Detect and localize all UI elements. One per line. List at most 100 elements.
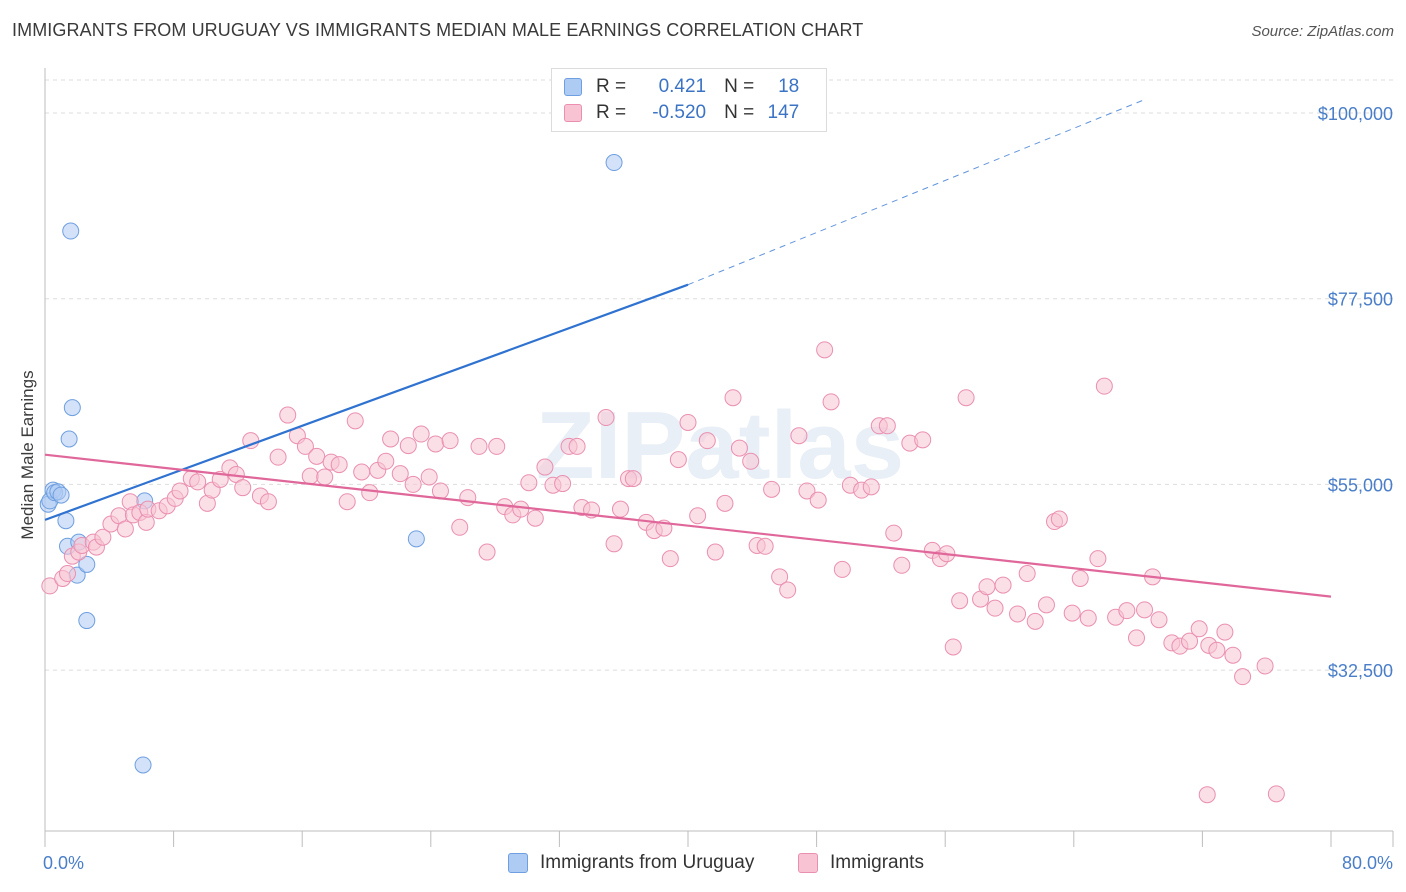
immigrants-point bbox=[1018, 565, 1036, 583]
immigrants-point bbox=[520, 474, 538, 492]
immigrants-point bbox=[1050, 510, 1068, 528]
legend-row-immigrants: R = -0.520 N = 147 bbox=[564, 100, 799, 126]
legend-label-immigrants: Immigrants bbox=[830, 852, 924, 873]
immigrants-point bbox=[301, 467, 319, 485]
immigrants-point bbox=[1118, 602, 1136, 620]
immigrants-point bbox=[763, 480, 781, 498]
immigrants-point bbox=[488, 437, 506, 455]
immigrants-point bbox=[716, 494, 734, 512]
correlation-legend: R = 0.421 N = 18 R = -0.520 N = 147 bbox=[551, 68, 827, 132]
immigrants-point bbox=[1190, 620, 1208, 638]
immigrants-point bbox=[59, 565, 77, 583]
immigrants-point bbox=[399, 437, 417, 455]
immigrants-point bbox=[885, 524, 903, 542]
immigrants-point bbox=[1026, 612, 1044, 630]
legend-swatch-immigrants bbox=[564, 104, 582, 122]
uruguay-point bbox=[62, 222, 80, 240]
immigrants-point bbox=[382, 430, 400, 448]
immigrants-point bbox=[756, 537, 774, 555]
immigrants-point bbox=[798, 482, 816, 500]
uruguay-point bbox=[78, 555, 96, 573]
watermark: ZIPatlas bbox=[536, 392, 904, 499]
immigrants-point bbox=[779, 581, 797, 599]
n-label: N = bbox=[724, 76, 755, 97]
legend-item-immigrants: Immigrants bbox=[798, 852, 924, 874]
immigrants-point bbox=[978, 578, 996, 596]
immigrants-point bbox=[404, 475, 422, 493]
immigrants-point bbox=[878, 417, 896, 435]
immigrants-point bbox=[361, 484, 379, 502]
immigrants-point bbox=[338, 493, 356, 511]
immigrants-point bbox=[512, 500, 530, 518]
immigrants-point bbox=[679, 413, 697, 431]
n-value: 147 bbox=[767, 102, 800, 123]
immigrants-point bbox=[597, 409, 615, 427]
immigrants-point bbox=[234, 479, 252, 497]
immigrants-point bbox=[316, 468, 334, 486]
immigrants-point bbox=[1136, 601, 1154, 619]
immigrants-point bbox=[1037, 596, 1055, 614]
immigrants-point bbox=[420, 468, 438, 486]
x-tick-label: 80.0% bbox=[1342, 853, 1393, 873]
immigrants-point bbox=[914, 431, 932, 449]
y-tick-label: $55,000 bbox=[1328, 475, 1393, 495]
immigrants-point bbox=[624, 470, 642, 488]
legend-item-uruguay: Immigrants from Uruguay bbox=[508, 852, 754, 874]
immigrants-point bbox=[689, 507, 707, 525]
immigrants-point bbox=[706, 543, 724, 561]
immigrants-point bbox=[893, 556, 911, 574]
scatter-points bbox=[39, 154, 1285, 804]
immigrants-point bbox=[986, 599, 1004, 617]
x-tick-label: 0.0% bbox=[43, 853, 84, 873]
immigrants-point bbox=[1079, 609, 1097, 627]
immigrants-point bbox=[1216, 623, 1234, 641]
r-value: -0.520 bbox=[652, 102, 707, 123]
immigrants-point bbox=[1089, 550, 1107, 568]
immigrants-point bbox=[1071, 569, 1089, 587]
immigrants-trend-line bbox=[44, 453, 1332, 598]
r-label: R = bbox=[596, 76, 627, 97]
uruguay-point bbox=[134, 756, 152, 774]
immigrants-point bbox=[994, 576, 1012, 594]
immigrants-point bbox=[833, 560, 851, 578]
immigrants-point bbox=[1150, 611, 1168, 629]
immigrants-point bbox=[1208, 641, 1226, 659]
immigrants-point bbox=[116, 520, 134, 538]
uruguay-trend-extension bbox=[687, 98, 1147, 286]
series-legend: Immigrants from Uruguay Immigrants bbox=[0, 852, 1406, 878]
y-tick-label: $32,500 bbox=[1328, 661, 1393, 681]
immigrants-point bbox=[171, 482, 189, 500]
immigrants-point bbox=[377, 452, 395, 470]
uruguay-trend-line bbox=[44, 283, 689, 521]
legend-swatch-uruguay bbox=[508, 853, 528, 873]
immigrants-point bbox=[1127, 629, 1145, 647]
immigrants-point bbox=[189, 473, 207, 491]
immigrants-point bbox=[862, 478, 880, 496]
immigrants-point bbox=[441, 432, 459, 450]
immigrants-point bbox=[459, 489, 477, 507]
immigrants-point bbox=[1009, 605, 1027, 623]
immigrants-point bbox=[431, 482, 449, 500]
immigrants-point bbox=[1256, 657, 1274, 675]
immigrants-point bbox=[470, 437, 488, 455]
immigrants-point bbox=[568, 437, 586, 455]
immigrants-point bbox=[1198, 786, 1216, 804]
immigrants-point bbox=[346, 412, 364, 430]
immigrants-point bbox=[1063, 604, 1081, 622]
y-axis-label: Median Male Earnings bbox=[18, 370, 37, 539]
immigrants-point bbox=[730, 439, 748, 457]
uruguay-point bbox=[60, 430, 78, 448]
immigrants-point bbox=[41, 577, 59, 595]
immigrants-point bbox=[427, 435, 445, 453]
chart-title: IMMIGRANTS FROM URUGUAY VS IMMIGRANTS ME… bbox=[12, 20, 864, 40]
n-label: N = bbox=[724, 102, 755, 123]
immigrants-point bbox=[790, 427, 808, 445]
uruguay-point bbox=[407, 530, 425, 548]
immigrants-point bbox=[451, 518, 469, 536]
immigrants-point bbox=[822, 393, 840, 411]
immigrants-point bbox=[330, 456, 348, 474]
immigrants-point bbox=[669, 451, 687, 469]
legend-swatch-uruguay bbox=[564, 78, 582, 96]
immigrants-point bbox=[391, 465, 409, 483]
